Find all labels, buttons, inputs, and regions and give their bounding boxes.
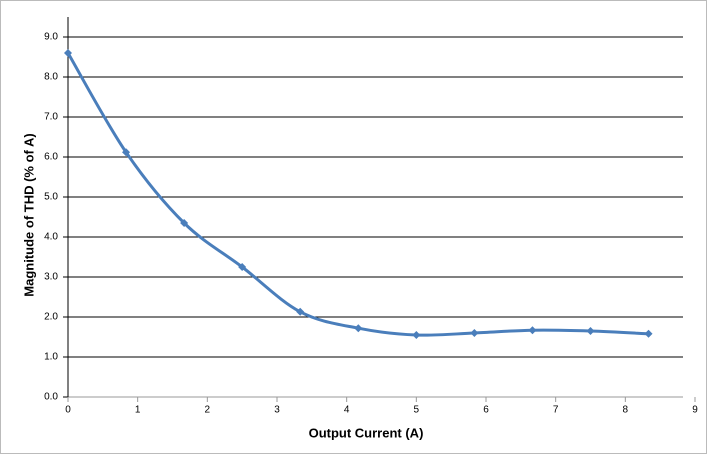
x-tick-label: 2 [205,405,211,416]
marker [64,49,72,57]
y-tick-label: 1.0 [44,352,58,363]
x-tick-label: 1 [135,405,141,416]
marker [354,324,363,333]
marker [528,326,537,335]
x-tick-label: 9 [692,405,698,416]
marker [412,331,421,339]
y-tick-label: 3.0 [44,272,58,283]
y-tick-label: 7.0 [44,112,58,123]
marker [296,307,305,316]
x-tick-label: 4 [344,405,350,416]
y-tick-label: 0.0 [44,392,58,403]
x-tick-label: 0 [65,405,71,416]
marker [644,329,653,338]
y-axis-label: Magnitude of THD (% of A) [21,133,36,296]
marker [238,263,247,271]
x-tick-label: 3 [274,405,280,416]
x-tick-label: 7 [553,405,559,416]
y-tick-label: 4.0 [44,232,58,243]
marker [122,148,131,157]
x-tick-label: 8 [623,405,629,416]
x-tick-label: 5 [414,405,420,416]
y-tick-label: 9.0 [44,32,58,43]
marker [180,219,189,227]
marker [470,329,479,337]
y-tick-label: 5.0 [44,192,58,203]
series-line [66,52,649,337]
x-axis-label: Output Current (A) [309,425,424,440]
x-tick-label: 6 [483,405,489,416]
y-tick-label: 6.0 [44,152,58,163]
marker [586,327,595,335]
y-tick-label: 2.0 [44,312,58,323]
y-tick-label: 8.0 [44,72,58,83]
